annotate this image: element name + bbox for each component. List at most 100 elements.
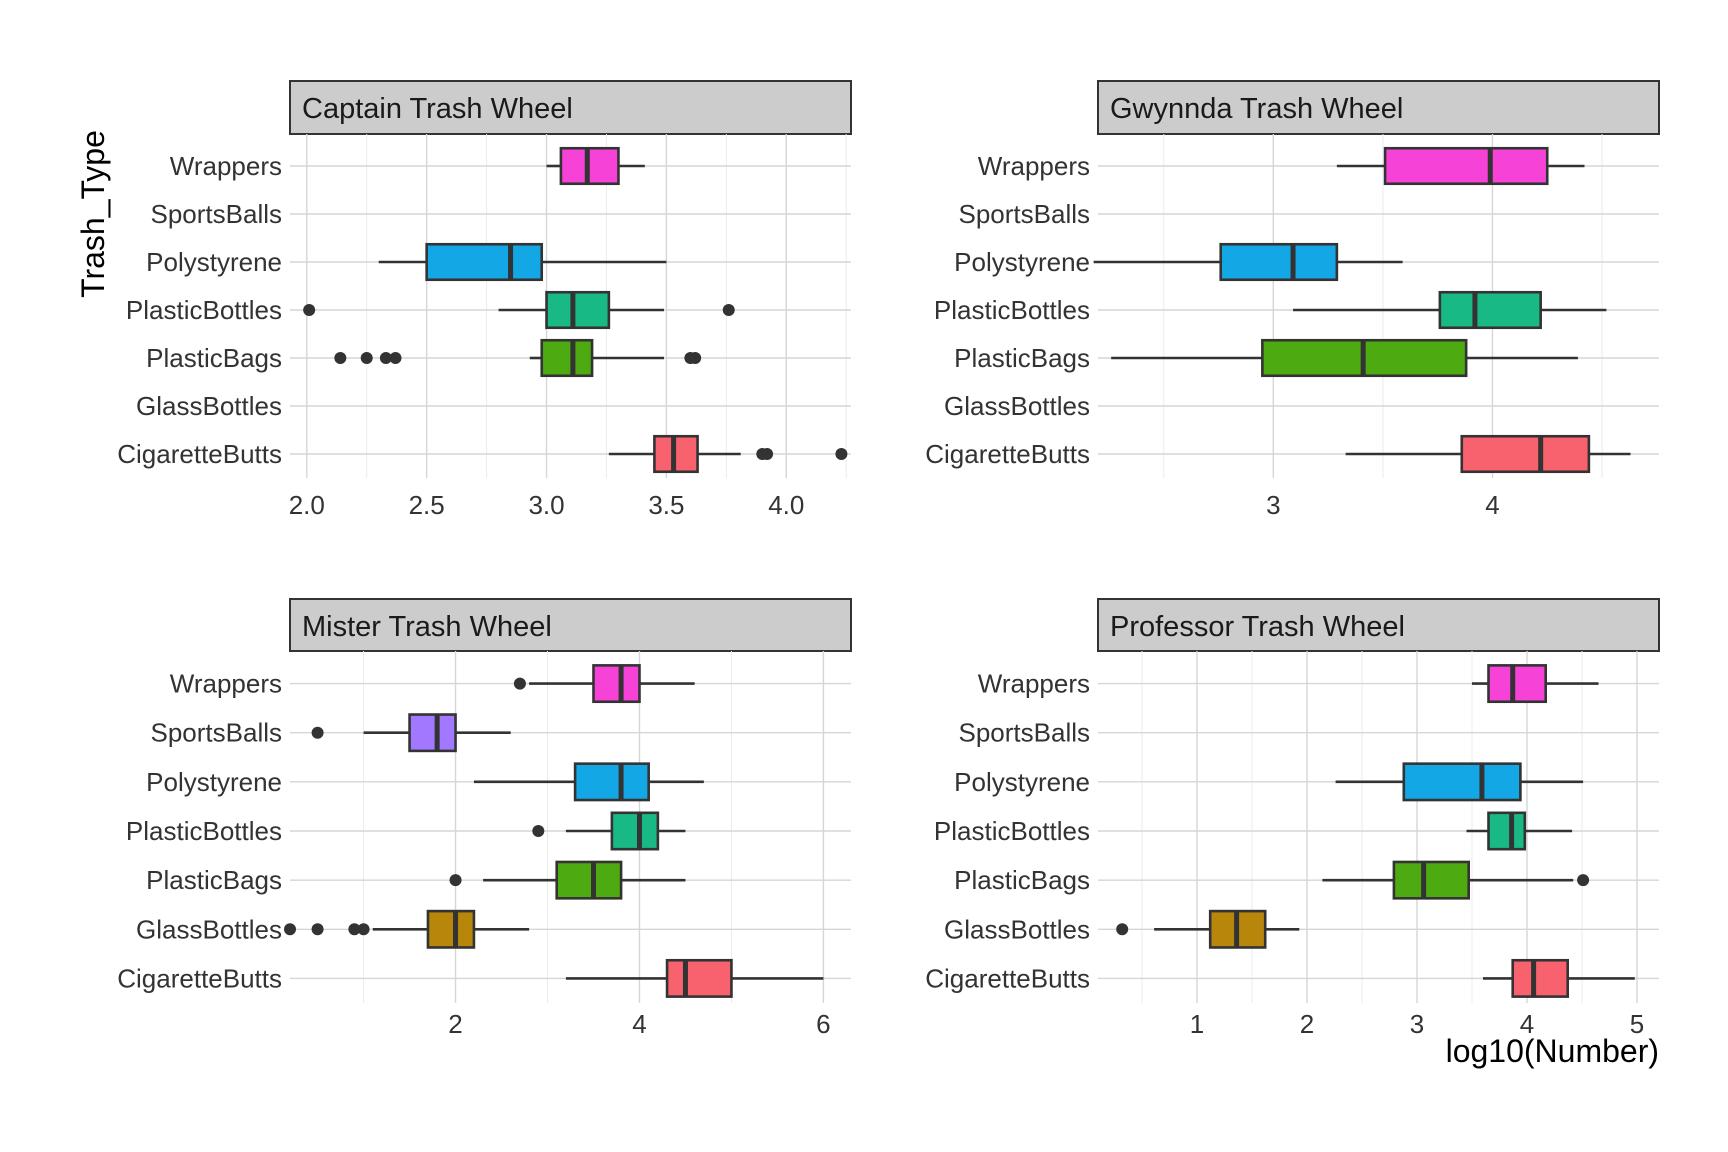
x-tick-label: 4 bbox=[632, 1009, 646, 1039]
panel-strip bbox=[1097, 80, 1660, 135]
outlier-point bbox=[1577, 874, 1590, 887]
box-iqr bbox=[1383, 146, 1549, 186]
outlier-point bbox=[348, 923, 361, 936]
box-wrappers bbox=[1336, 146, 1585, 186]
outlier-point bbox=[1116, 923, 1129, 936]
facet-panels: Captain Trash Wheel CigaretteButts GlassBo… bbox=[117, 80, 1660, 1039]
box-iqr bbox=[540, 338, 594, 378]
outlier-point bbox=[449, 874, 462, 887]
y-tick-label-polystyrene: Polystyrene bbox=[146, 767, 282, 797]
box-iqr bbox=[1402, 762, 1522, 802]
outlier-point bbox=[284, 923, 296, 936]
outlier-point bbox=[761, 448, 774, 460]
x-tick-label: 3.5 bbox=[648, 490, 684, 520]
outlier-point bbox=[357, 923, 370, 936]
x-tick-label: 2 bbox=[1300, 1009, 1314, 1039]
box-iqr bbox=[425, 242, 544, 282]
y-tick-label-plastic-bottles: PlasticBottles bbox=[934, 816, 1090, 846]
panel-strip bbox=[289, 598, 852, 652]
y-tick-label-plastic-bags: PlasticBags bbox=[954, 865, 1090, 895]
box-plastic-bags bbox=[449, 860, 686, 900]
outlier-point bbox=[513, 677, 526, 690]
y-tick-label-glass-bottles: GlassBottles bbox=[944, 391, 1090, 421]
box-plastic-bags bbox=[1111, 338, 1578, 378]
box-iqr bbox=[1392, 860, 1471, 900]
box-plastic-bottles bbox=[1466, 811, 1573, 851]
panel-strip bbox=[289, 80, 852, 135]
box-wrappers bbox=[513, 664, 695, 704]
y-tick-label-cigarette-butts: CigaretteButts bbox=[925, 439, 1090, 469]
outlier-point bbox=[334, 352, 347, 364]
y-axis-title: Trash_Type bbox=[75, 130, 111, 298]
y-tick-label-plastic-bags: PlasticBags bbox=[146, 343, 282, 373]
y-tick-label-wrappers: Wrappers bbox=[978, 669, 1090, 699]
box-iqr bbox=[592, 664, 641, 704]
outlier-point bbox=[311, 726, 324, 739]
y-tick-label-polystyrene: Polystyrene bbox=[146, 247, 282, 277]
x-tick-label: 6 bbox=[816, 1009, 830, 1039]
y-tick-label-polystyrene: Polystyrene bbox=[954, 767, 1090, 797]
box-iqr bbox=[610, 811, 660, 851]
box-iqr bbox=[1487, 664, 1548, 704]
y-tick-label-cigarette-butts: CigaretteButts bbox=[117, 963, 282, 993]
y-tick-label-sports-balls: SportsBalls bbox=[959, 718, 1091, 748]
x-tick-label: 2.0 bbox=[289, 490, 325, 520]
x-axis-title: log10(Number) bbox=[1446, 1033, 1659, 1069]
box-iqr bbox=[665, 958, 733, 998]
panel-title: Gwynnda Trash Wheel bbox=[1110, 93, 1403, 125]
outlier-point bbox=[532, 825, 545, 837]
box-plastic-bags bbox=[334, 338, 702, 378]
box-cigarette-butts bbox=[1345, 434, 1631, 474]
x-tick-label: 3.0 bbox=[528, 490, 564, 520]
box-iqr bbox=[1219, 242, 1339, 282]
box-iqr bbox=[1487, 811, 1527, 851]
box-plastic-bottles bbox=[1293, 290, 1607, 330]
y-tick-label-wrappers: Wrappers bbox=[170, 151, 282, 181]
y-tick-label-cigarette-butts: CigaretteButts bbox=[117, 439, 282, 469]
y-tick-label-sports-balls: SportsBalls bbox=[959, 199, 1091, 229]
outlier-point bbox=[303, 304, 316, 316]
panel-captain-trash-wheel: Captain Trash Wheel CigaretteButts GlassBo… bbox=[117, 80, 852, 520]
y-tick-label-glass-bottles: GlassBottles bbox=[136, 391, 282, 421]
box-plastic-bags bbox=[1322, 860, 1590, 900]
box-sports-balls bbox=[311, 713, 511, 753]
box-glass-bottles bbox=[284, 909, 530, 949]
x-tick-label: 2 bbox=[448, 1009, 462, 1039]
x-tick-label: 3 bbox=[1410, 1009, 1424, 1039]
panel-title: Captain Trash Wheel bbox=[302, 93, 573, 125]
box-iqr bbox=[555, 860, 623, 900]
x-tick-label: 5 bbox=[1630, 1009, 1644, 1039]
outlier-point bbox=[311, 923, 324, 936]
x-tick-label: 2.5 bbox=[409, 490, 445, 520]
outlier-point bbox=[379, 352, 392, 364]
panel-title: Professor Trash Wheel bbox=[1110, 611, 1405, 643]
box-iqr bbox=[573, 762, 650, 802]
box-cigarette-butts bbox=[1483, 958, 1635, 998]
y-tick-label-plastic-bottles: PlasticBottles bbox=[126, 816, 282, 846]
box-iqr bbox=[426, 909, 476, 949]
box-polystyrene bbox=[378, 242, 667, 282]
y-tick-label-plastic-bottles: PlasticBottles bbox=[934, 295, 1090, 325]
y-tick-label-plastic-bags: PlasticBags bbox=[146, 865, 282, 895]
y-tick-label-glass-bottles: GlassBottles bbox=[944, 914, 1090, 944]
x-tick-label: 4.0 bbox=[768, 490, 804, 520]
outlier-point bbox=[835, 448, 848, 460]
box-iqr bbox=[1511, 958, 1569, 998]
box-iqr bbox=[408, 713, 457, 753]
y-tick-label-plastic-bags: PlasticBags bbox=[954, 343, 1090, 373]
box-plastic-bottles bbox=[532, 811, 686, 851]
box-polystyrene bbox=[1093, 242, 1403, 282]
box-cigarette-butts bbox=[565, 958, 824, 998]
box-glass-bottles bbox=[1116, 909, 1300, 949]
box-wrappers bbox=[546, 146, 645, 186]
y-tick-label-plastic-bottles: PlasticBottles bbox=[126, 295, 282, 325]
y-tick-label-cigarette-butts: CigaretteButts bbox=[925, 963, 1090, 993]
box-polystyrene bbox=[1335, 762, 1584, 802]
y-tick-label-sports-balls: SportsBalls bbox=[151, 718, 283, 748]
x-tick-label: 4 bbox=[1485, 490, 1499, 520]
box-polystyrene bbox=[473, 762, 704, 802]
panel-professor-trash-wheel: Professor Trash Wheel CigaretteButts Glass… bbox=[925, 598, 1660, 1039]
box-iqr bbox=[1438, 290, 1542, 330]
x-tick-label: 4 bbox=[1520, 1009, 1534, 1039]
